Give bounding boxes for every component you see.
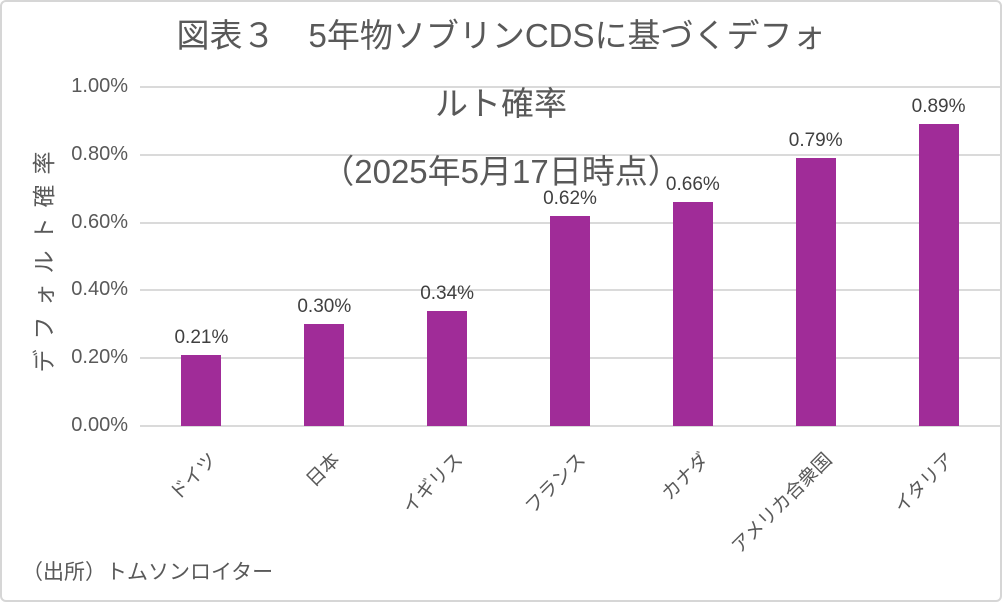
gridline	[140, 153, 1000, 156]
gridline	[140, 86, 1000, 88]
y-tick-label: 0.60%	[71, 210, 128, 233]
y-axis-title: デフォルト確率	[31, 141, 57, 373]
plot-area: 0.21% 0.30% 0.34% 0.62% 0.66% 0.79% 0.89%	[140, 86, 1000, 427]
y-tick-label: 1.00%	[71, 75, 128, 97]
y-tick-label: 0.80%	[71, 142, 128, 165]
y-tick-label: 0.40%	[71, 278, 128, 301]
data-label: 0.89%	[911, 96, 966, 118]
data-label: 0.34%	[420, 282, 475, 304]
bar-イタリア	[918, 124, 959, 426]
x-category-label-text: 日本	[302, 449, 345, 492]
source-note: （出所）トムソンロイター	[22, 561, 274, 584]
data-label: 0.21%	[174, 326, 229, 348]
data-label: 0.66%	[665, 174, 720, 196]
bar-ドイツ	[181, 354, 222, 426]
chart-title-line-1: 図表３ 5年物ソブリンCDSに基づくデフォ	[176, 17, 826, 54]
x-category-label-text: アメリカ合衆国	[727, 449, 837, 558]
x-category-label-text: カナダ	[658, 449, 714, 505]
x-category-label-text: イタリア	[890, 449, 959, 518]
gridline	[140, 425, 1000, 427]
data-label: 0.30%	[297, 296, 352, 318]
y-tick-label: 0.00%	[71, 414, 128, 436]
bar-アメリカ合衆国	[795, 158, 836, 426]
bar-カナダ	[672, 202, 713, 426]
x-category-label-text: ドイツ	[166, 449, 222, 505]
y-tick-label: 0.20%	[71, 346, 128, 369]
bar-日本	[304, 324, 345, 426]
bar-フランス	[550, 215, 590, 426]
x-category-label-text: フランス	[522, 449, 591, 518]
bar-イギリス	[427, 310, 468, 426]
data-label: 0.79%	[788, 130, 843, 152]
x-category-label-text: イギリス	[398, 449, 468, 519]
data-label: 0.62%	[543, 187, 597, 209]
